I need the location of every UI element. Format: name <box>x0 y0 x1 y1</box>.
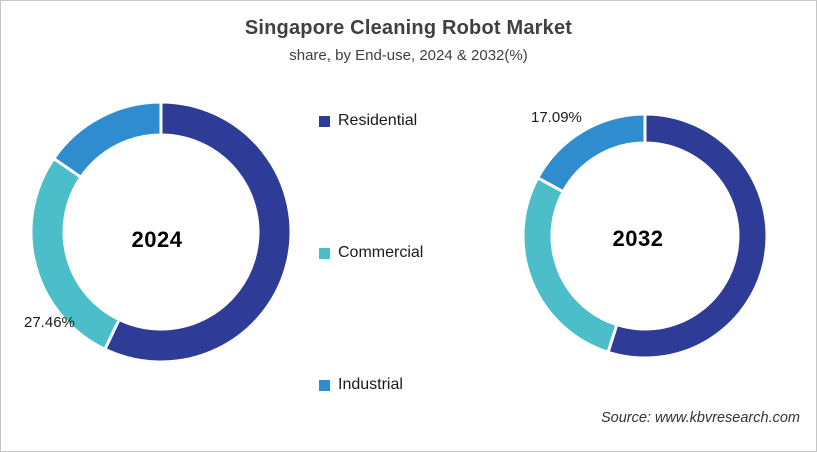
donut-segment-2032-industrial <box>535 112 647 194</box>
residential-swatch-icon <box>319 115 330 127</box>
donut-2024-center-label: 2024 <box>131 227 183 252</box>
chart-subtitle: share, by End-use, 2024 & 2032(%) <box>289 47 528 64</box>
chart-title: Singapore Cleaning Robot Market <box>244 17 573 39</box>
legend: Residential Commercial Industrial <box>319 1 459 451</box>
donut-segment-2032-residential <box>606 112 769 360</box>
source-credit: Source: www.kbvresearch.com <box>600 410 800 426</box>
donut-segment-2032-commercial <box>521 175 619 355</box>
legend-label-residential: Residential <box>338 112 418 129</box>
legend-item-industrial: Industrial <box>319 376 403 394</box>
donut-chart-2024 <box>29 100 293 364</box>
legend-label-industrial: Industrial <box>338 376 403 393</box>
donut-chart-2032 <box>521 112 769 360</box>
legend-item-residential: Residential <box>319 112 417 130</box>
donut-segment-2024-industrial <box>51 100 163 180</box>
legend-item-commercial: Commercial <box>319 244 423 262</box>
commercial-swatch-icon <box>319 247 330 259</box>
donut-2032-center-label: 2032 <box>612 226 664 251</box>
industrial-swatch-icon <box>319 379 330 391</box>
donut-segment-2024-residential <box>102 100 293 364</box>
legend-label-commercial: Commercial <box>338 244 424 261</box>
data-label-2032-industrial: 17.09% <box>531 109 582 126</box>
data-label-2024-commercial: 27.46% <box>24 314 75 331</box>
